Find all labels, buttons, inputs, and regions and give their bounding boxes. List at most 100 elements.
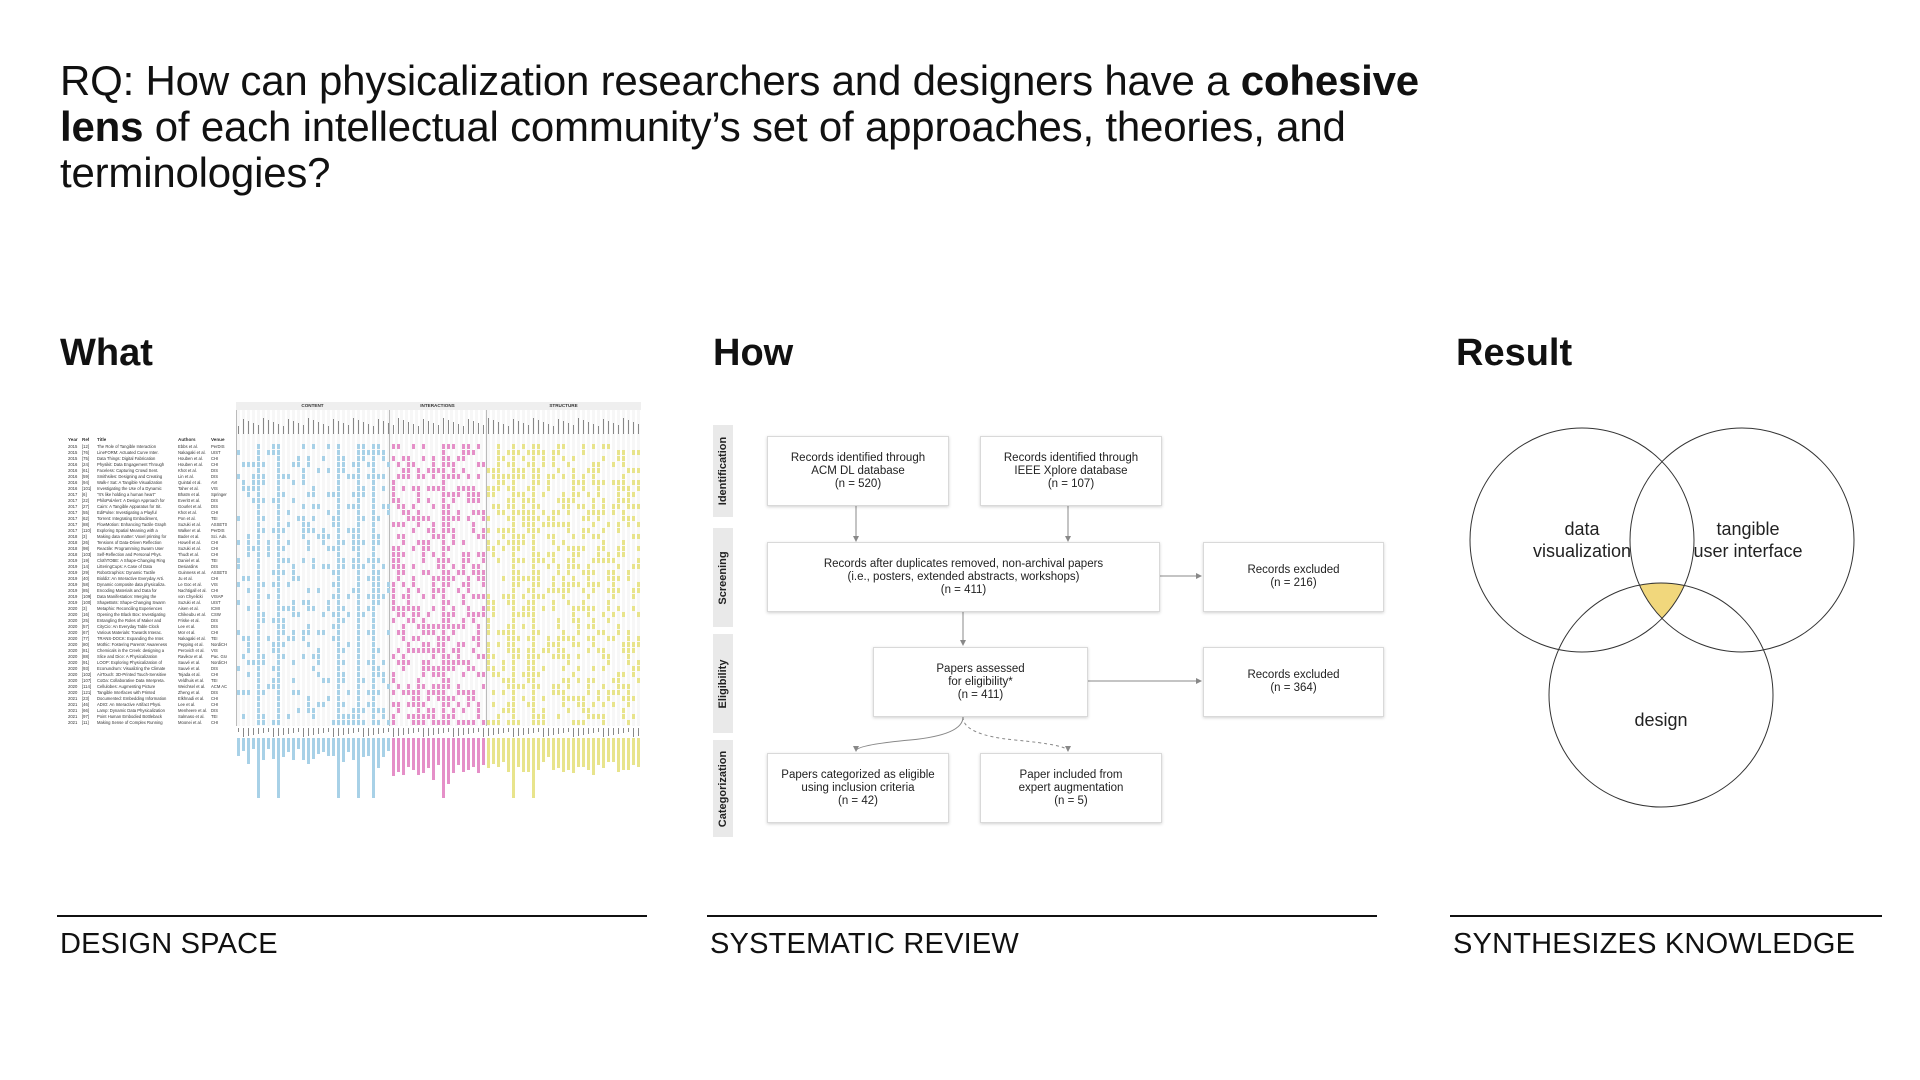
- ds-matrix-cell: [447, 528, 450, 534]
- ds-matrix-cell: [322, 678, 325, 684]
- ds-matrix-cell: [277, 654, 280, 660]
- ds-matrix-cell: [462, 672, 465, 678]
- ds-summary-bar: [447, 738, 450, 785]
- ds-cell: 2018: [68, 534, 78, 539]
- ds-matrix-cell: [537, 570, 540, 576]
- ds-bottom-tick: [428, 728, 429, 736]
- ds-matrix-cell: [267, 540, 270, 546]
- ds-matrix-cell: [587, 510, 590, 516]
- ds-matrix-cell: [582, 600, 585, 606]
- ds-matrix-cell: [577, 696, 580, 702]
- ds-cell: Gourlet et al.: [178, 504, 202, 509]
- ds-matrix-cell: [372, 636, 375, 642]
- ds-matrix-cell: [507, 642, 510, 648]
- ds-matrix-cell: [472, 594, 475, 600]
- ds-cell: Nakagaki et al.: [178, 636, 206, 641]
- ds-matrix-cell: [312, 654, 315, 660]
- ds-matrix-cell: [567, 462, 570, 468]
- ds-cell: ACM ACC.s: [211, 684, 227, 689]
- ds-bottom-tick: [498, 728, 499, 734]
- ds-matrix-cell: [237, 582, 240, 588]
- ds-matrix-cell: [562, 594, 565, 600]
- ds-matrix-cell: [407, 588, 410, 594]
- ds-matrix-cell: [482, 672, 485, 678]
- ds-cell: "It's like holding a human heart": [97, 492, 156, 497]
- ds-matrix-cell: [617, 678, 620, 684]
- ds-matrix-cell: [627, 636, 630, 642]
- ds-matrix-cell: [512, 624, 515, 630]
- ds-matrix-cell: [552, 540, 555, 546]
- ds-matrix-cell: [537, 528, 540, 534]
- ds-matrix-cell: [367, 474, 370, 480]
- ds-matrix-cell: [257, 576, 260, 582]
- ds-cell: Documented: Embedding Information: [97, 696, 167, 701]
- ds-matrix-cell: [447, 546, 450, 552]
- ds-cell: [3]: [82, 606, 87, 611]
- ds-cell: Exploring Spatial Meaning with a: [97, 528, 158, 533]
- ds-matrix-cell: [467, 702, 470, 708]
- ds-summary-bar: [402, 738, 405, 775]
- ds-matrix-cell: [382, 660, 385, 666]
- ds-matrix-cell: [262, 720, 265, 726]
- ds-matrix-cell: [367, 702, 370, 708]
- ds-cell: 2021: [68, 696, 78, 701]
- ds-matrix-cell: [457, 474, 460, 480]
- ds-matrix-cell: [437, 648, 440, 654]
- ds-matrix-cell: [372, 468, 375, 474]
- ds-matrix-cell: [607, 654, 610, 660]
- ds-cell: [22]: [82, 498, 89, 503]
- ds-matrix-cell: [367, 450, 370, 456]
- ds-cell: LitteringCups: A Case of Data: [97, 564, 152, 569]
- ds-matrix-cell: [622, 684, 625, 690]
- ds-matrix-cell: [277, 510, 280, 516]
- ds-matrix-cell: [462, 450, 465, 456]
- ds-cell: ClothTOBE: A Shape-Changing Ring: [97, 558, 166, 563]
- ds-matrix-cell: [432, 474, 435, 480]
- ds-matrix-cell: [607, 570, 610, 576]
- ds-matrix-cell: [442, 582, 445, 588]
- ds-matrix-cell: [512, 648, 515, 654]
- ds-cell: Houben et al.: [178, 456, 203, 461]
- ds-matrix-cell: [337, 582, 340, 588]
- ds-matrix-cell: [542, 696, 545, 702]
- ds-matrix-cell: [527, 702, 530, 708]
- ds-matrix-cell: [392, 444, 395, 450]
- ds-bottom-tick: [503, 728, 504, 733]
- ds-matrix-cell: [607, 522, 610, 528]
- ds-matrix-cell: [257, 486, 260, 492]
- ds-matrix-cell: [562, 678, 565, 684]
- ds-bottom-tick: [623, 728, 624, 733]
- ds-matrix-cell: [372, 528, 375, 534]
- ds-cell: [109]: [82, 594, 92, 599]
- ds-matrix-cell: [632, 468, 635, 474]
- ds-matrix-cell: [282, 528, 285, 534]
- ds-cell: Le Goc et al.: [178, 582, 202, 587]
- ds-matrix-cell: [357, 564, 360, 570]
- ds-matrix-cell: [287, 582, 290, 588]
- ds-matrix-cell: [487, 606, 490, 612]
- ds-matrix-cell: [507, 678, 510, 684]
- ds-matrix-cell: [527, 516, 530, 522]
- ds-matrix-cell: [602, 714, 605, 720]
- ds-matrix-cell: [582, 708, 585, 714]
- ds-matrix-cell: [512, 720, 515, 726]
- ds-matrix-cell: [627, 720, 630, 726]
- ds-matrix-cell: [402, 612, 405, 618]
- ds-matrix-cell: [512, 510, 515, 516]
- ds-matrix-cell: [452, 696, 455, 702]
- ds-matrix-cell: [497, 504, 500, 510]
- ds-matrix-cell: [352, 588, 355, 594]
- ds-matrix-cell: [442, 576, 445, 582]
- ds-matrix-cell: [512, 636, 515, 642]
- ds-matrix-cell: [462, 558, 465, 564]
- ds-matrix-cell: [377, 708, 380, 714]
- ds-matrix-cell: [372, 522, 375, 528]
- ds-matrix-cell: [477, 570, 480, 576]
- ds-matrix-cell: [637, 480, 640, 486]
- ds-matrix-cell: [372, 558, 375, 564]
- ds-bottom-tick: [483, 728, 484, 737]
- ds-matrix-cell: [617, 522, 620, 528]
- ds-matrix-cell: [492, 612, 495, 618]
- ds-cell: [101]: [82, 486, 92, 491]
- ds-matrix-cell: [512, 594, 515, 600]
